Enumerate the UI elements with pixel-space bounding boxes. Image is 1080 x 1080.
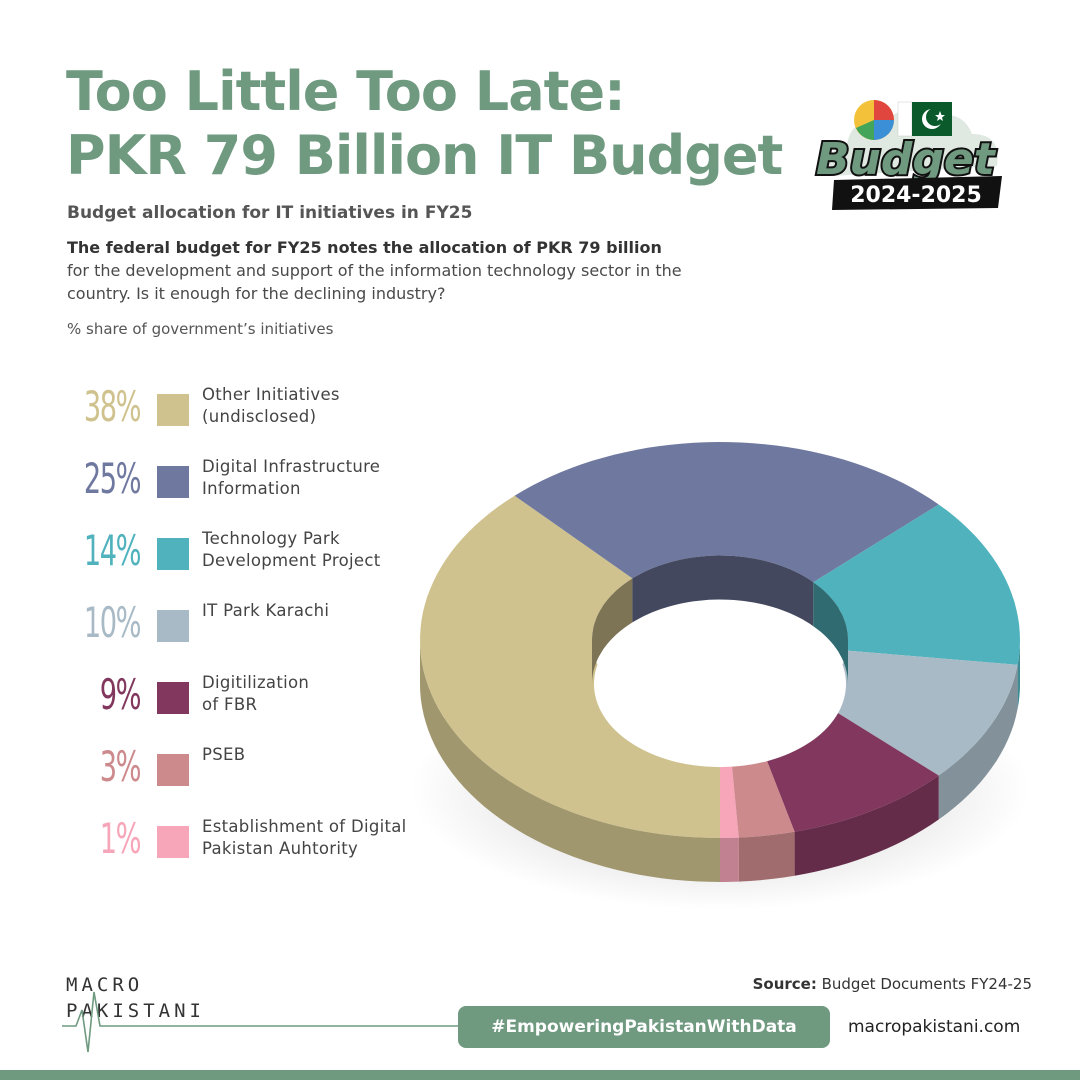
legend-swatch — [157, 682, 189, 714]
pie-ball-icon — [854, 100, 894, 140]
website-link[interactable]: macropakistani.com — [848, 1017, 1021, 1037]
legend-swatch — [157, 826, 189, 858]
badge-years: 2024-2025 — [850, 183, 982, 208]
legend-label: Digital Infrastructure Information — [202, 457, 381, 498]
source-note: Source: Budget Documents FY24-25 — [753, 975, 1032, 993]
donut-chart — [410, 442, 1030, 910]
logo-line-2: PAKISTANI — [66, 1000, 205, 1022]
slice-side-wall — [794, 775, 939, 876]
macro-pakistani-logo: MACRO PAKISTANI — [62, 972, 462, 1062]
page-title: Too Little Too Late: PKR 79 Billion IT B… — [66, 60, 783, 188]
pulse-line-icon — [62, 991, 462, 1053]
legend-percent: 10% — [83, 598, 142, 647]
legend-item: 25% Digital Infrastructure Information — [62, 452, 442, 508]
slice-inner-wall — [813, 582, 848, 684]
share-label: % share of government’s initiatives — [67, 320, 334, 338]
legend-label: Digitilization of FBR — [202, 673, 310, 714]
badge-years-box: 2024-2025 — [832, 176, 1002, 210]
legend-item: 1% Establishment of Digital Pakistan Auht… — [62, 812, 442, 868]
title-line-1: Too Little Too Late: — [66, 60, 626, 123]
donut-hole — [594, 600, 846, 768]
slice-side-wall — [738, 831, 795, 882]
subtitle: Budget allocation for IT initiatives in … — [67, 203, 473, 223]
donut-slice — [813, 650, 1018, 776]
legend-swatch — [157, 394, 189, 426]
hashtag-button[interactable]: #EmpoweringPakistanWithData — [458, 1006, 830, 1048]
description: The federal budget for FY25 notes the al… — [67, 236, 687, 305]
slice-side-wall — [1017, 640, 1020, 709]
legend-label: Establishment of Digital Pakistan Auhtor… — [202, 817, 407, 858]
legend-percent: 1% — [99, 814, 142, 863]
pakistan-flag-icon — [897, 101, 952, 137]
legend-label: PSEB — [202, 745, 246, 764]
description-bold: The federal budget for FY25 notes the al… — [67, 238, 662, 257]
legend-percent: 14% — [83, 526, 142, 575]
legend-percent: 9% — [99, 670, 142, 719]
legend-item: 10% IT Park Karachi — [62, 596, 442, 652]
slice-side-wall — [420, 640, 720, 882]
description-rest: for the development and support of the i… — [67, 261, 682, 303]
donut-slice — [420, 495, 720, 838]
bottom-bar — [0, 1070, 1080, 1080]
legend-item: 3% PSEB — [62, 740, 442, 796]
slice-side-wall — [938, 664, 1018, 820]
donut-slice — [813, 504, 1020, 665]
legend-swatch — [157, 754, 189, 786]
legend-percent: 3% — [99, 742, 142, 791]
legend-label: Other Initiatives (undisclosed) — [202, 385, 340, 426]
slice-side-wall — [720, 837, 739, 882]
slice-inner-wall — [592, 578, 633, 684]
budget-badge: Budget 2024-2025 — [814, 100, 1002, 210]
legend-percent: 25% — [83, 454, 142, 503]
donut-slice — [514, 442, 939, 583]
source-label: Source: — [752, 975, 817, 993]
legend-item: 14% Technology Park Development Project — [62, 524, 442, 580]
legend-label: Technology Park Development Project — [202, 529, 381, 570]
legend-swatch — [157, 610, 189, 642]
source-text: Budget Documents FY24-25 — [816, 975, 1032, 993]
legend-percent: 38% — [83, 382, 142, 431]
legend-item: 9% Digitilization of FBR — [62, 668, 442, 724]
slice-inner-wall — [632, 555, 814, 627]
legend-item: 38% Other Initiatives (undisclosed) — [62, 380, 442, 436]
legend-swatch — [157, 466, 189, 498]
logo-line-1: MACRO — [66, 974, 144, 996]
title-line-2: PKR 79 Billion IT Budget — [66, 124, 783, 187]
legend-swatch — [157, 538, 189, 570]
donut-slices — [420, 442, 1020, 882]
legend-label: IT Park Karachi — [202, 601, 330, 620]
